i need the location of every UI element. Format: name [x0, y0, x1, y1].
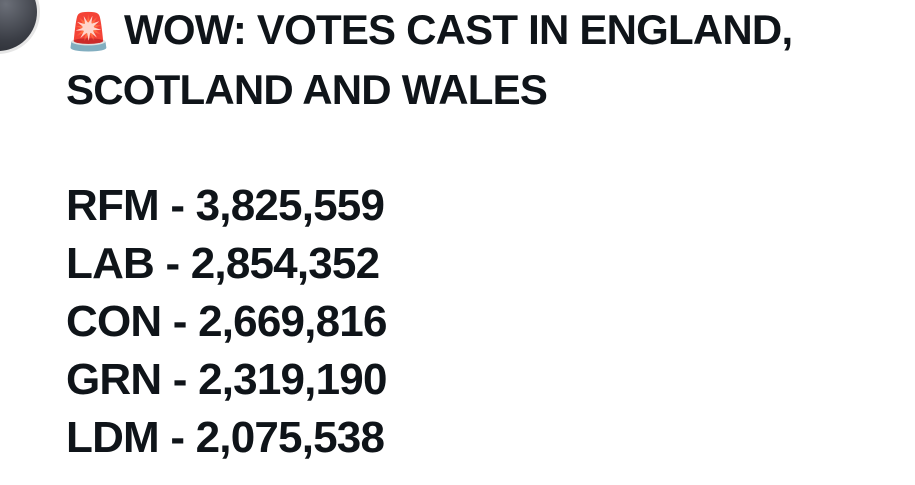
results-list: RFM - 3,825,559 LAB - 2,854,352 CON - 2,66… — [66, 177, 886, 467]
title-text: WOW: VOTES CAST IN ENGLAND, SCOTLAND AND… — [66, 6, 793, 113]
post-body: 🚨 WOW: VOTES CAST IN ENGLAND, SCOTLAND AN… — [66, 1, 886, 467]
avatar[interactable] — [0, 0, 40, 54]
result-line: GRN - 2,319,190 — [66, 355, 387, 404]
siren-emoji: 🚨 — [66, 11, 111, 52]
result-line: RFM - 3,825,559 — [66, 181, 385, 230]
result-line: CON - 2,669,816 — [66, 297, 387, 346]
result-line: LAB - 2,854,352 — [66, 239, 380, 288]
post-title: 🚨 WOW: VOTES CAST IN ENGLAND, SCOTLAND AN… — [66, 1, 886, 119]
result-line: LDM - 2,075,538 — [66, 413, 385, 462]
